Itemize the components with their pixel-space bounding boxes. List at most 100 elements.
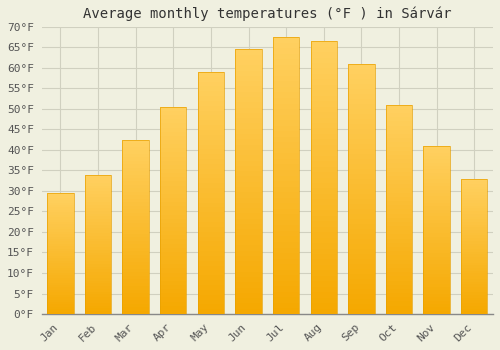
Bar bbox=[424, 260, 450, 264]
Bar bbox=[348, 64, 374, 314]
Bar bbox=[122, 213, 149, 216]
Bar bbox=[273, 92, 299, 98]
Bar bbox=[348, 279, 374, 284]
Bar bbox=[160, 289, 186, 293]
Bar bbox=[160, 190, 186, 194]
Bar bbox=[160, 268, 186, 273]
Bar bbox=[47, 224, 74, 227]
Bar bbox=[236, 187, 262, 192]
Bar bbox=[310, 281, 337, 287]
Bar bbox=[236, 256, 262, 261]
Bar bbox=[198, 217, 224, 222]
Bar bbox=[461, 225, 487, 228]
Bar bbox=[273, 247, 299, 253]
Bar bbox=[386, 172, 412, 176]
Bar bbox=[386, 113, 412, 117]
Bar bbox=[160, 310, 186, 314]
Bar bbox=[198, 227, 224, 232]
Bar bbox=[236, 129, 262, 134]
Bar bbox=[386, 209, 412, 214]
Bar bbox=[348, 229, 374, 234]
Bar bbox=[47, 200, 74, 203]
Bar bbox=[198, 101, 224, 106]
Bar bbox=[273, 76, 299, 81]
Bar bbox=[47, 263, 74, 266]
Bar bbox=[386, 297, 412, 301]
Bar bbox=[160, 285, 186, 289]
Bar bbox=[236, 107, 262, 113]
Bar bbox=[236, 49, 262, 314]
Bar bbox=[198, 154, 224, 159]
Bar bbox=[461, 241, 487, 244]
Bar bbox=[236, 272, 262, 277]
Bar bbox=[424, 169, 450, 173]
Bar bbox=[348, 214, 374, 219]
Bar bbox=[348, 74, 374, 79]
Bar bbox=[47, 302, 74, 304]
Bar bbox=[348, 109, 374, 114]
Bar bbox=[273, 270, 299, 275]
Bar bbox=[273, 54, 299, 59]
Bar bbox=[424, 237, 450, 240]
Bar bbox=[348, 179, 374, 184]
Bar bbox=[386, 138, 412, 142]
Bar bbox=[273, 176, 299, 181]
Bar bbox=[348, 204, 374, 209]
Bar bbox=[236, 92, 262, 97]
Bar bbox=[47, 295, 74, 297]
Bar bbox=[348, 84, 374, 89]
Bar bbox=[198, 241, 224, 246]
Bar bbox=[47, 307, 74, 309]
Bar bbox=[85, 199, 111, 202]
Bar bbox=[85, 202, 111, 205]
Bar bbox=[424, 206, 450, 210]
Bar bbox=[348, 224, 374, 229]
Bar bbox=[424, 257, 450, 260]
Bar bbox=[461, 295, 487, 298]
Bar bbox=[47, 261, 74, 263]
Bar bbox=[85, 278, 111, 281]
Bar bbox=[273, 109, 299, 114]
Bar bbox=[273, 65, 299, 70]
Bar bbox=[348, 144, 374, 149]
Bar bbox=[424, 243, 450, 247]
Bar bbox=[160, 169, 186, 173]
Bar bbox=[310, 287, 337, 292]
Bar bbox=[310, 270, 337, 276]
Bar bbox=[122, 303, 149, 307]
Bar bbox=[310, 156, 337, 161]
Bar bbox=[236, 118, 262, 124]
Bar bbox=[386, 151, 412, 155]
Bar bbox=[198, 304, 224, 309]
Bar bbox=[85, 211, 111, 214]
Bar bbox=[386, 193, 412, 197]
Bar bbox=[47, 304, 74, 307]
Bar bbox=[85, 177, 111, 180]
Bar bbox=[310, 172, 337, 177]
Bar bbox=[122, 310, 149, 314]
Bar bbox=[386, 222, 412, 226]
Bar bbox=[386, 214, 412, 218]
Bar bbox=[198, 246, 224, 251]
Bar bbox=[236, 261, 262, 266]
Bar bbox=[236, 224, 262, 229]
Bar bbox=[160, 293, 186, 298]
Bar bbox=[348, 249, 374, 254]
Bar bbox=[310, 139, 337, 145]
Bar bbox=[310, 243, 337, 248]
Bar bbox=[236, 171, 262, 176]
Bar bbox=[461, 178, 487, 181]
Bar bbox=[160, 181, 186, 186]
Bar bbox=[47, 297, 74, 300]
Bar bbox=[47, 241, 74, 244]
Bar bbox=[273, 104, 299, 109]
Bar bbox=[122, 175, 149, 178]
Bar bbox=[47, 253, 74, 256]
Bar bbox=[85, 284, 111, 286]
Bar bbox=[85, 281, 111, 284]
Title: Average monthly temperatures (°F ) in Sárvár: Average monthly temperatures (°F ) in Sá… bbox=[83, 7, 452, 21]
Bar bbox=[273, 153, 299, 159]
Bar bbox=[236, 155, 262, 161]
Bar bbox=[85, 244, 111, 247]
Bar bbox=[47, 292, 74, 295]
